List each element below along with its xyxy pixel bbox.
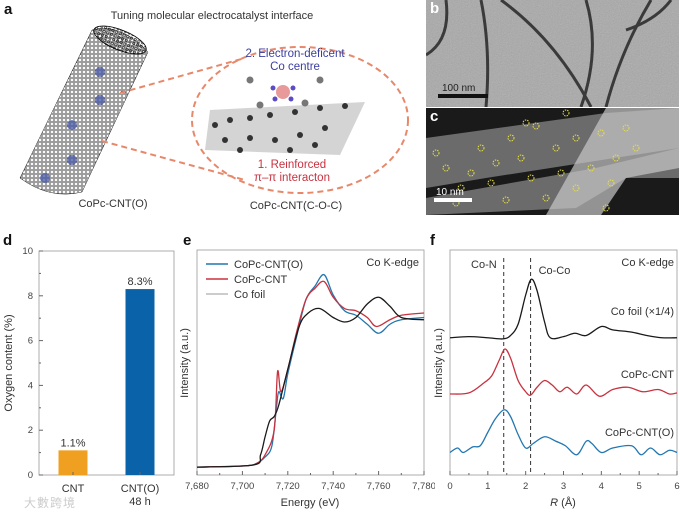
series-line-copc-cnt (449, 348, 678, 397)
annotation-reinforced: 1. Reinforced (258, 159, 326, 171)
x-category-label: CNT (62, 483, 85, 495)
bar-data-label: 1.1% (60, 437, 85, 449)
x-category-label: CNT(O) (121, 483, 160, 495)
x-tick-label: 7,780 (412, 481, 435, 492)
reference-label-co-co: Co-Co (539, 265, 571, 277)
scale-bar-c: 10 nm (436, 187, 464, 198)
series-line-copc-cnt (196, 280, 425, 468)
series-label-copc-cnt: CoPc-CNT (621, 369, 674, 381)
xanes-chart-e: Intensity (a.u.) 7,680 7,700 7,720 7,740 7,7… (179, 249, 435, 509)
graphene-sheet-graphic (205, 76, 365, 155)
tem-image-b: 100 nm (426, 0, 679, 107)
series-line-co-foil (196, 296, 425, 468)
bar-chart-d: 0 2 4 6 8 10 1.1% CNT 8.3% CNT(O)48 h Oxygen con… (3, 246, 175, 508)
zoom-dashed-outline (101, 46, 409, 194)
x-tick-label: 3 (561, 481, 566, 492)
scale-bar-b: 100 nm (442, 83, 475, 94)
series-label-copc-cnt-o: CoPc-CNT(O) (605, 427, 674, 439)
reference-label-co-n: Co-N (471, 259, 497, 271)
series-line-co-foil-1-4 (449, 278, 678, 340)
y-axis-label-d: Oxygen content (%) (3, 314, 15, 411)
watermark: 大數跨境 (24, 496, 77, 510)
x-tick-label: 6 (674, 481, 679, 492)
y-tick-label: 8 (28, 291, 33, 302)
panel-label-f: f (430, 232, 435, 249)
x-tick-label: 7,740 (321, 481, 345, 492)
panel-label-d: d (3, 232, 13, 249)
nanotube-graphic (19, 25, 149, 195)
annotation-co-k-edge-f: Co K-edge (621, 257, 674, 269)
y-axis-label-e: Intensity (a.u.) (179, 328, 191, 398)
panel-label-a: a (4, 1, 13, 18)
haadf-image-c: 10 nm (426, 108, 679, 215)
panel-label-c: c (430, 108, 439, 125)
y-tick-label: 6 (28, 336, 33, 347)
annotation-pi-pi: π–π interacton (254, 172, 330, 184)
x-tick-label: 4 (599, 481, 604, 492)
y-tick-label: 4 (28, 380, 33, 391)
legend-label: CoPc-CNT(O) (234, 259, 303, 271)
legend-label: CoPc-CNT (234, 274, 287, 286)
y-tick-label: 10 (22, 246, 33, 257)
x-axis-label-f: R (Å) (550, 496, 576, 509)
x-category-sublabel: 48 h (129, 496, 150, 508)
annotation-co-centre: Co centre (270, 61, 320, 73)
x-tick-label: 7,760 (367, 481, 391, 492)
panel-a-illustration: Tuning molecular electrocatalyst interfa… (19, 10, 409, 212)
x-tick-label: 5 (637, 481, 642, 492)
x-tick-label: 7,700 (231, 481, 255, 492)
y-tick-label: 2 (28, 425, 33, 436)
label-copc-cnt-o: CoPc-CNT(O) (78, 198, 147, 210)
series-line-copc-cnt-o (449, 409, 678, 456)
x-tick-label: 7,720 (276, 481, 300, 492)
annotation-co-k-edge-e: Co K-edge (366, 257, 419, 269)
panel-label-e: e (183, 232, 192, 249)
bar-cnto (125, 289, 155, 475)
panel-label-b: b (430, 0, 440, 17)
panel-a-title: Tuning molecular electrocatalyst interfa… (111, 10, 314, 22)
y-axis-label-f: Intensity (a.u.) (433, 328, 445, 398)
exafs-chart-f: 0 1 2 3 4 5 6 Co-N Co-Co Co K-edge Co foil (×1/… (433, 249, 680, 509)
annotation-electron-deficient: 2. Electron-deficent (245, 48, 345, 60)
x-tick-label: 0 (447, 481, 452, 492)
y-tick-label: 0 (28, 470, 33, 481)
series-line-copc-cnt-o (196, 273, 425, 468)
legend-label: Co foil (234, 289, 265, 301)
x-tick-label: 2 (523, 481, 528, 492)
x-axis-label-e: Energy (eV) (281, 497, 340, 509)
x-tick-label: 7,680 (185, 481, 209, 492)
bar-cnt (58, 450, 88, 475)
bar-data-label: 8.3% (127, 276, 152, 288)
molecule-markers (432, 109, 640, 212)
x-tick-label: 1 (485, 481, 490, 492)
series-label-co-foil: Co foil (×1/4) (611, 306, 674, 318)
label-copc-cnt-coc: CoPc-CNT(C-O-C) (250, 200, 342, 212)
